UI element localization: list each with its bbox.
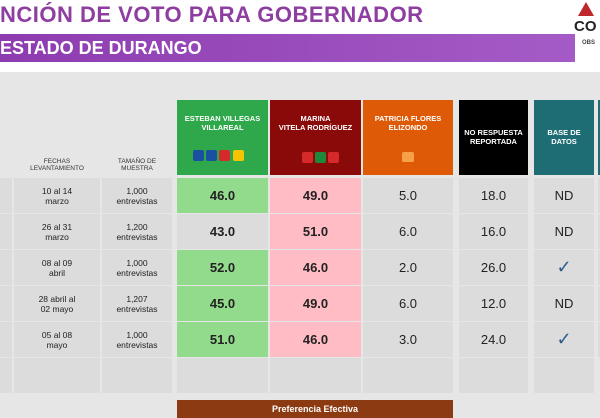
value-cell: 46.0 <box>177 178 268 213</box>
value-cell: 46.0 <box>270 322 361 357</box>
value-cell: 24.0 <box>459 322 528 357</box>
column-header: FECHAS LEVANTAMIENTO <box>30 158 84 172</box>
row-stub <box>0 286 12 321</box>
candidate-header: ESTEBAN VILLEGAS VILLAREAL <box>177 100 268 175</box>
row-stub <box>0 322 12 357</box>
party-logo <box>233 150 244 161</box>
value-cell: ✓ <box>534 322 594 357</box>
column-header: NO RESPUESTA REPORTADA <box>459 100 528 175</box>
logo-sub: OBS <box>582 40 596 46</box>
column-header <box>598 100 600 175</box>
empty-cell <box>14 358 100 393</box>
row-label: 05 al 08 mayo <box>14 322 100 357</box>
row-stub <box>598 214 600 249</box>
row-label: 1,000 entrevistas <box>102 178 172 213</box>
value-cell: 6.0 <box>363 286 453 321</box>
party-logo <box>206 150 217 161</box>
row-stub <box>0 178 12 213</box>
logo: CO <box>574 18 597 35</box>
value-cell: 2.0 <box>363 250 453 285</box>
party-logo <box>315 152 326 163</box>
row-stub <box>0 250 12 285</box>
footer-bar: Preferencia Efectiva <box>177 400 453 418</box>
value-cell: ND <box>534 286 594 321</box>
row-label: 1,000 entrevistas <box>102 250 172 285</box>
logo-icon <box>578 2 594 16</box>
column-header: BASE DE DATOS <box>534 100 594 175</box>
row-label: 1,207 entrevistas <box>102 286 172 321</box>
empty-cell <box>270 358 361 393</box>
value-cell: 46.0 <box>270 250 361 285</box>
empty-cell <box>0 358 12 393</box>
value-cell: 16.0 <box>459 214 528 249</box>
row-label: 1,200 entrevistas <box>102 214 172 249</box>
row-stub <box>598 322 600 357</box>
empty-cell <box>177 358 268 393</box>
row-stub <box>598 286 600 321</box>
value-cell: 26.0 <box>459 250 528 285</box>
party-logo <box>302 152 313 163</box>
value-cell: ND <box>534 214 594 249</box>
value-cell: 49.0 <box>270 286 361 321</box>
value-cell: 51.0 <box>177 322 268 357</box>
value-cell: 45.0 <box>177 286 268 321</box>
value-cell: 12.0 <box>459 286 528 321</box>
value-cell: 3.0 <box>363 322 453 357</box>
value-cell: 51.0 <box>270 214 361 249</box>
row-label: 10 al 14 marzo <box>14 178 100 213</box>
value-cell: 5.0 <box>363 178 453 213</box>
candidate-header: PATRICIA FLORES ELIZONDO <box>363 100 453 175</box>
empty-cell <box>534 358 594 393</box>
column-header: TAMAÑO DE MUESTRA <box>117 158 157 172</box>
value-cell: 6.0 <box>363 214 453 249</box>
title: NCIÓN DE VOTO PARA GOBERNADOR <box>0 2 424 27</box>
subtitle: ESTADO DE DURANGO <box>0 38 202 58</box>
row-label: 28 abril al 02 mayo <box>14 286 100 321</box>
value-cell: 43.0 <box>177 214 268 249</box>
party-logo <box>402 152 414 162</box>
value-cell: ✓ <box>534 250 594 285</box>
value-cell: ND <box>534 178 594 213</box>
empty-cell <box>102 358 172 393</box>
party-logo <box>328 152 339 163</box>
candidate-header: MARINA VITELA RODRÍGUEZ <box>270 100 361 175</box>
row-label: 1,000 entrevistas <box>102 322 172 357</box>
empty-cell <box>459 358 528 393</box>
empty-cell <box>363 358 453 393</box>
row-stub <box>598 178 600 213</box>
value-cell: 49.0 <box>270 178 361 213</box>
row-stub <box>0 214 12 249</box>
row-stub <box>598 250 600 285</box>
party-logo <box>219 150 230 161</box>
row-label: 08 al 09 abril <box>14 250 100 285</box>
party-logo <box>193 150 204 161</box>
value-cell: 52.0 <box>177 250 268 285</box>
row-label: 26 al 31 marzo <box>14 214 100 249</box>
subtitle-band <box>0 34 575 62</box>
value-cell: 18.0 <box>459 178 528 213</box>
